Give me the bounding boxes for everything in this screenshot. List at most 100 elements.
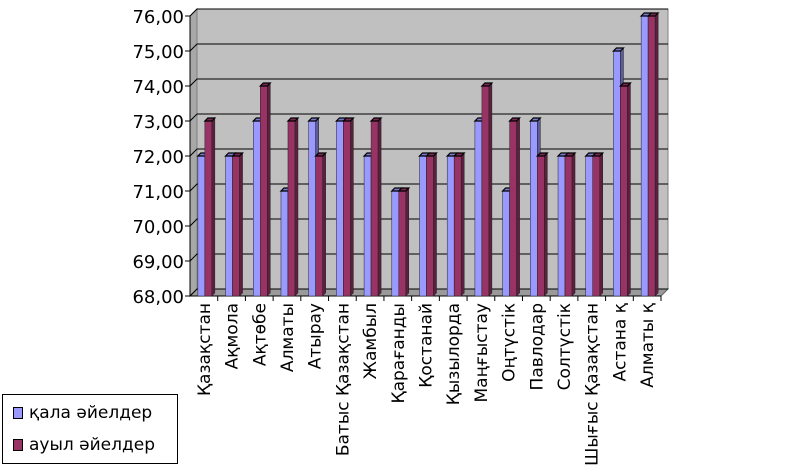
- x-tick-label: Ақмола: [223, 303, 243, 369]
- bar-side: [460, 152, 465, 297]
- bar-front: [640, 15, 649, 297]
- bar-top: [203, 117, 217, 122]
- bar-front: [530, 120, 538, 297]
- bar-side: [433, 152, 437, 297]
- bar: [480, 82, 494, 297]
- bar-front: [620, 85, 628, 297]
- gridline: [189, 113, 668, 122]
- bar: [314, 152, 328, 297]
- bar-front: [391, 190, 400, 297]
- bar: [563, 152, 577, 297]
- bar-side: [516, 117, 520, 297]
- bar: [258, 82, 272, 297]
- bar-front: [564, 155, 573, 297]
- bar-front: [370, 120, 379, 297]
- bar-front: [287, 120, 296, 297]
- bar-side: [211, 117, 216, 297]
- x-tick-label: Қазақстан: [195, 303, 215, 396]
- bar-top: [452, 152, 466, 157]
- x-tick-label: Алматы: [278, 303, 298, 372]
- bar-front: [647, 15, 656, 297]
- gridline: [189, 8, 668, 17]
- bar-front: [453, 155, 462, 297]
- x-tick-label: Батыс Қазақстан: [333, 303, 353, 456]
- legend-swatch-rural: [13, 439, 23, 451]
- y-tick-label: 70,00: [132, 217, 184, 238]
- x-tick-label: Шығыс Қазақстан: [583, 303, 603, 466]
- bar-top: [369, 117, 383, 122]
- bar-top: [528, 117, 542, 122]
- bar-front: [585, 155, 593, 297]
- x-tick-label: Қызылорда: [444, 303, 464, 405]
- legend-item-rural-women: ауыл әйелдер: [13, 435, 155, 455]
- bar-front: [232, 155, 240, 297]
- legend-label-rural: ауыл әйелдер: [29, 435, 156, 455]
- bar-front: [474, 120, 483, 297]
- y-tick-label: 76,00: [132, 7, 184, 28]
- bar-side: [322, 152, 326, 297]
- chart-legend: қала әйелдер ауыл әйелдер: [2, 394, 178, 464]
- bar-front: [481, 85, 490, 297]
- bar-front: [308, 120, 316, 297]
- x-tick-label: Солтүстік: [555, 303, 575, 390]
- bar-front: [315, 155, 323, 297]
- bar-front: [398, 190, 407, 297]
- bar-top: [231, 152, 245, 157]
- bar-front: [426, 155, 434, 297]
- bar-top: [508, 117, 522, 122]
- bar-side: [377, 117, 382, 297]
- bar-front: [502, 190, 510, 297]
- bar-front: [537, 155, 545, 297]
- bar-side: [350, 117, 354, 297]
- bar: [591, 152, 605, 297]
- bar-side: [571, 152, 576, 297]
- bar-front: [509, 120, 517, 297]
- bar: [452, 152, 466, 297]
- bar-front: [557, 155, 566, 297]
- y-tick-label: 69,00: [132, 252, 184, 273]
- bar-front: [592, 155, 600, 297]
- y-tick-label: 74,00: [132, 77, 184, 98]
- bar-top: [611, 47, 625, 52]
- bar: [646, 12, 660, 297]
- bar-front: [260, 85, 268, 297]
- bar: [535, 152, 549, 297]
- bar-top: [480, 82, 494, 87]
- y-tick-label: 71,00: [132, 182, 184, 203]
- y-tick-label: 68,00: [132, 287, 184, 308]
- x-tick-label: Маңғыстау: [472, 303, 492, 403]
- x-tick-label: Қарағанды: [389, 303, 409, 403]
- y-tick-label: 75,00: [132, 42, 184, 63]
- bar-front: [336, 120, 344, 297]
- y-tick-label: 72,00: [132, 147, 184, 168]
- bar: [286, 117, 300, 297]
- bar-side: [544, 152, 548, 297]
- bar-top: [535, 152, 549, 157]
- bar: [231, 152, 245, 297]
- gridline: [189, 78, 668, 87]
- x-tick-label: Астана қ: [610, 303, 630, 382]
- x-tick-label: Жамбыл: [361, 303, 381, 379]
- bar-side: [294, 117, 299, 297]
- bar: [397, 187, 411, 297]
- bar-side: [267, 82, 271, 297]
- bar-side: [239, 152, 243, 297]
- bar-top: [258, 82, 272, 87]
- bar-front: [280, 190, 289, 297]
- x-tick-label: Оңтүстік: [500, 303, 520, 382]
- x-tick-label: Атырау: [306, 303, 326, 369]
- x-tick-label: Қостанай: [417, 303, 437, 388]
- bar-front: [419, 155, 427, 297]
- bar-side: [599, 152, 603, 297]
- bar-side: [654, 12, 659, 297]
- bar: [203, 117, 217, 297]
- bar-top: [618, 82, 632, 87]
- bar: [508, 117, 522, 297]
- bar-side: [405, 187, 410, 297]
- bar-front: [225, 155, 233, 297]
- bar: [425, 152, 438, 297]
- bar: [618, 82, 632, 297]
- bar-front: [363, 155, 372, 297]
- legend-label-urban: қала әйелдер: [29, 403, 153, 423]
